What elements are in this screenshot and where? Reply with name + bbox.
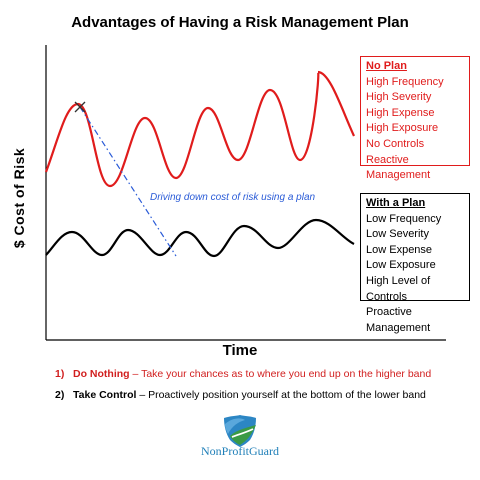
option-label: Do Nothing [73,368,130,380]
diagram-title: Advantages of Having a Risk Management P… [71,14,409,31]
shield-logo-icon [224,415,256,447]
option-text: – Take your chances as to where you end … [129,368,432,380]
no-plan-item: Reactive Management [366,153,431,182]
option-do-nothing: 1) Do Nothing – Take your chances as to w… [55,368,431,380]
with-plan-item: Low Exposure [366,259,436,272]
no-plan-item: High Exposure [366,122,439,135]
option-number: 1) [55,368,65,380]
with-plan-box: With a Plan Low Frequency Low Severity L… [360,193,470,334]
y-axis-label: $ Cost of Risk [11,147,27,249]
brand-name: NonProfitGuard [201,444,279,458]
high-band-curve [44,70,355,188]
with-plan-item: Low Expense [366,243,433,256]
no-plan-heading: No Plan [366,60,407,72]
with-plan-item: Low Severity [366,228,429,241]
no-plan-box: No Plan High Frequency High Severity Hig… [360,56,470,181]
no-plan-item: High Frequency [366,75,444,88]
with-plan-item: Low Frequency [366,212,442,225]
trend-line [79,106,177,257]
with-plan-item: Proactive Management [366,306,431,334]
low-band-curve [45,218,355,258]
option-label: Take Control [73,389,137,401]
option-number: 2) [55,389,65,401]
no-plan-item: High Expense [366,106,435,119]
trend-annotation: Driving down cost of risk using a plan [150,192,316,203]
no-plan-item: High Severity [366,91,432,104]
x-axis-label: Time [222,342,258,359]
with-plan-heading: With a Plan [366,197,426,209]
no-plan-item: No Controls [366,137,425,150]
option-take-control: 2) Take Control – Proactively position yo… [55,389,426,401]
with-plan-item: High Level of Controls [366,274,431,303]
option-text: – Proactively position yourself at the b… [136,389,426,401]
start-marker [74,101,86,113]
